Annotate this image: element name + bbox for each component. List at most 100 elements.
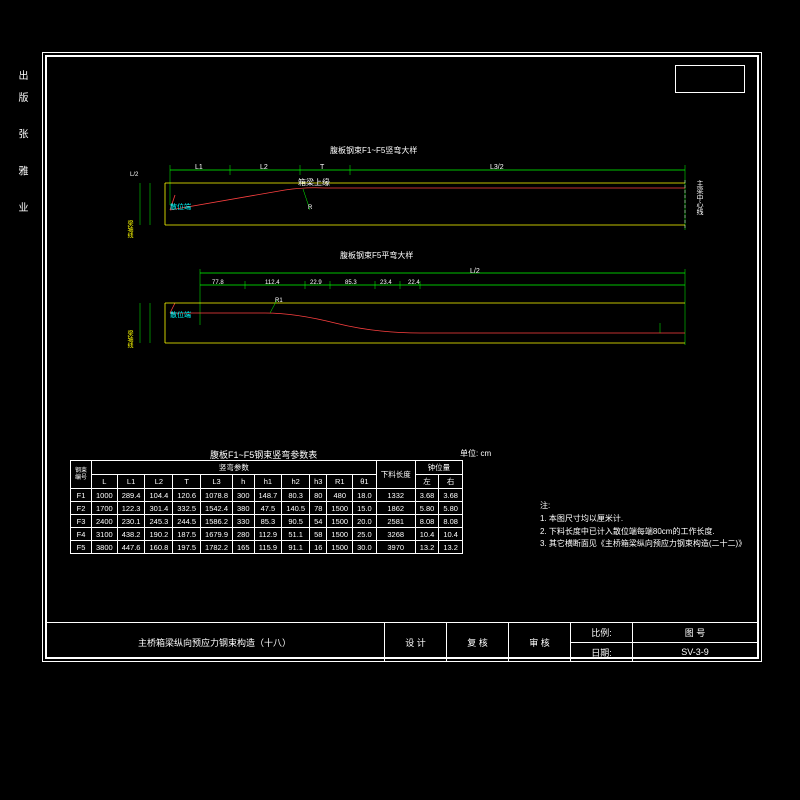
cell-1-2: 122.3 (117, 502, 145, 515)
cell-4-14: 13.2 (439, 541, 463, 554)
cell-2-14: 8.08 (439, 515, 463, 528)
cell-0-0: F1 (71, 489, 92, 502)
cell-1-13: 5.80 (415, 502, 439, 515)
cell-1-6: 380 (233, 502, 255, 515)
cell-3-8: 51.1 (282, 528, 310, 541)
notes-block: 注: 1. 本图尺寸均以厘米计. 2. 下料长度中已计入散位端每端80cm的工作… (540, 500, 746, 551)
tb-date: 日期: (571, 643, 632, 663)
th-13: 左 (415, 475, 439, 489)
cell-2-4: 244.5 (173, 515, 201, 528)
d2-5: 22.4 (408, 280, 420, 286)
th-11: θ1 (353, 475, 377, 489)
cell-4-4: 197.5 (173, 541, 201, 554)
dim-l3: L3/2 (490, 164, 504, 171)
th-14: 右 (439, 475, 463, 489)
cell-3-2: 438.2 (117, 528, 145, 541)
cell-1-5: 1542.4 (201, 502, 233, 515)
d2-1: 112.4 (265, 280, 280, 286)
cell-3-11: 25.0 (353, 528, 377, 541)
cell-0-13: 3.68 (415, 489, 439, 502)
cell-4-1: 3800 (92, 541, 118, 554)
cell-0-12: 1332 (376, 489, 415, 502)
table-group-row: 钢束编号 竖弯参数 下料长度 钟位量 (71, 461, 463, 475)
title-block: 主桥箱梁纵向预应力钢束构造（十八） 设 计 复 核 审 核 比例: 日期: 图 … (45, 622, 759, 662)
cell-2-10: 1500 (327, 515, 353, 528)
cell-4-0: F5 (71, 541, 92, 554)
cell-4-8: 91.1 (282, 541, 310, 554)
top-flange-label: 箱梁上缘 (298, 177, 330, 188)
d2-0: 77.8 (212, 280, 224, 286)
d2-3: 85.3 (345, 280, 357, 286)
cell-4-11: 30.0 (353, 541, 377, 554)
cell-3-9: 58 (310, 528, 327, 541)
th-4: T (173, 475, 201, 489)
cell-1-10: 1500 (327, 502, 353, 515)
cell-1-11: 15.0 (353, 502, 377, 515)
cell-3-14: 10.4 (439, 528, 463, 541)
cell-3-0: F4 (71, 528, 92, 541)
tb-scale: 比例: (571, 623, 632, 643)
param-table: 钢束编号 竖弯参数 下料长度 钟位量 LL1L2TL3hh1h2h3R1θ1左右… (70, 460, 463, 554)
cell-3-7: 112.9 (254, 528, 282, 541)
th-group-3: 钟位量 (415, 461, 462, 475)
cell-1-7: 47.5 (254, 502, 282, 515)
dim-r: R (308, 205, 312, 211)
cell-3-1: 3100 (92, 528, 118, 541)
cell-4-13: 13.2 (415, 541, 439, 554)
th-group-1: 竖弯参数 (92, 461, 377, 475)
note-2: 2. 下料长度中已计入散位端每端80cm的工作长度. (540, 526, 746, 539)
th-group-2: 下料长度 (376, 461, 415, 489)
cell-2-2: 230.1 (117, 515, 145, 528)
th-group-0: 钢束编号 (71, 461, 92, 489)
th-2: L1 (117, 475, 145, 489)
cell-2-1: 2400 (92, 515, 118, 528)
axis2-label: 梁轴线 (125, 330, 134, 348)
note-1: 1. 本图尺寸均以厘米计. (540, 513, 746, 526)
diagram2-title: 腹板钢束F5平弯大样 (340, 250, 413, 261)
dim-l-left: L/2 (130, 172, 138, 178)
tb-scale-date: 比例: 日期: (571, 623, 633, 662)
cell-4-12: 3970 (376, 541, 415, 554)
cell-4-6: 165 (233, 541, 255, 554)
th-10: R1 (327, 475, 353, 489)
cell-1-8: 140.5 (282, 502, 310, 515)
cell-4-5: 1782.2 (201, 541, 233, 554)
tb-dwg: 图 号 SV-3-9 (633, 623, 757, 662)
cell-3-3: 190.2 (145, 528, 173, 541)
cell-4-3: 160.8 (145, 541, 173, 554)
tb-dwg-no: SV-3-9 (633, 643, 757, 663)
th-8: h2 (282, 475, 310, 489)
table-row: F32400230.1245.3244.51586.233085.390.554… (71, 515, 463, 528)
table-row: F21700122.3301.4332.51542.438047.5140.57… (71, 502, 463, 515)
cell-1-1: 1700 (92, 502, 118, 515)
cell-0-5: 1078.8 (201, 489, 233, 502)
table-row: F53800447.6160.8197.51782.2165115.991.11… (71, 541, 463, 554)
d2-4: 23.4 (380, 280, 392, 286)
tb-dwg-label: 图 号 (633, 623, 757, 643)
notes-header: 注: (540, 500, 746, 513)
dim-l2: L2 (260, 164, 268, 171)
table-row: F43100438.2190.2187.51679.9280112.951.15… (71, 528, 463, 541)
cell-2-9: 54 (310, 515, 327, 528)
dim-l1: L1 (195, 164, 203, 171)
cell-1-14: 5.80 (439, 502, 463, 515)
cell-0-3: 104.4 (145, 489, 173, 502)
th-3: L2 (145, 475, 173, 489)
note-3: 3. 其它横断面见《主桥箱梁纵向预应力钢束构造(二十二)》 (540, 538, 746, 551)
tb-review: 复 核 (447, 623, 509, 662)
cell-1-0: F2 (71, 502, 92, 515)
cell-2-3: 245.3 (145, 515, 173, 528)
cell-2-5: 1586.2 (201, 515, 233, 528)
d2-2: 22.9 (310, 280, 322, 286)
cell-2-0: F3 (71, 515, 92, 528)
cell-3-5: 1679.9 (201, 528, 233, 541)
cell-1-12: 1862 (376, 502, 415, 515)
anchor1-label: 散位端 (170, 202, 191, 212)
anchor2-label: 散位端 (170, 310, 191, 320)
cell-2-7: 85.3 (254, 515, 282, 528)
diagram1-title: 腹板钢束F1~F5竖弯大样 (330, 145, 417, 156)
left-margin-text: 出版 张 雅 业 (14, 70, 29, 224)
drawing-title: 主桥箱梁纵向预应力钢束构造（十八） (45, 623, 385, 662)
cell-4-9: 16 (310, 541, 327, 554)
cell-3-12: 3268 (376, 528, 415, 541)
